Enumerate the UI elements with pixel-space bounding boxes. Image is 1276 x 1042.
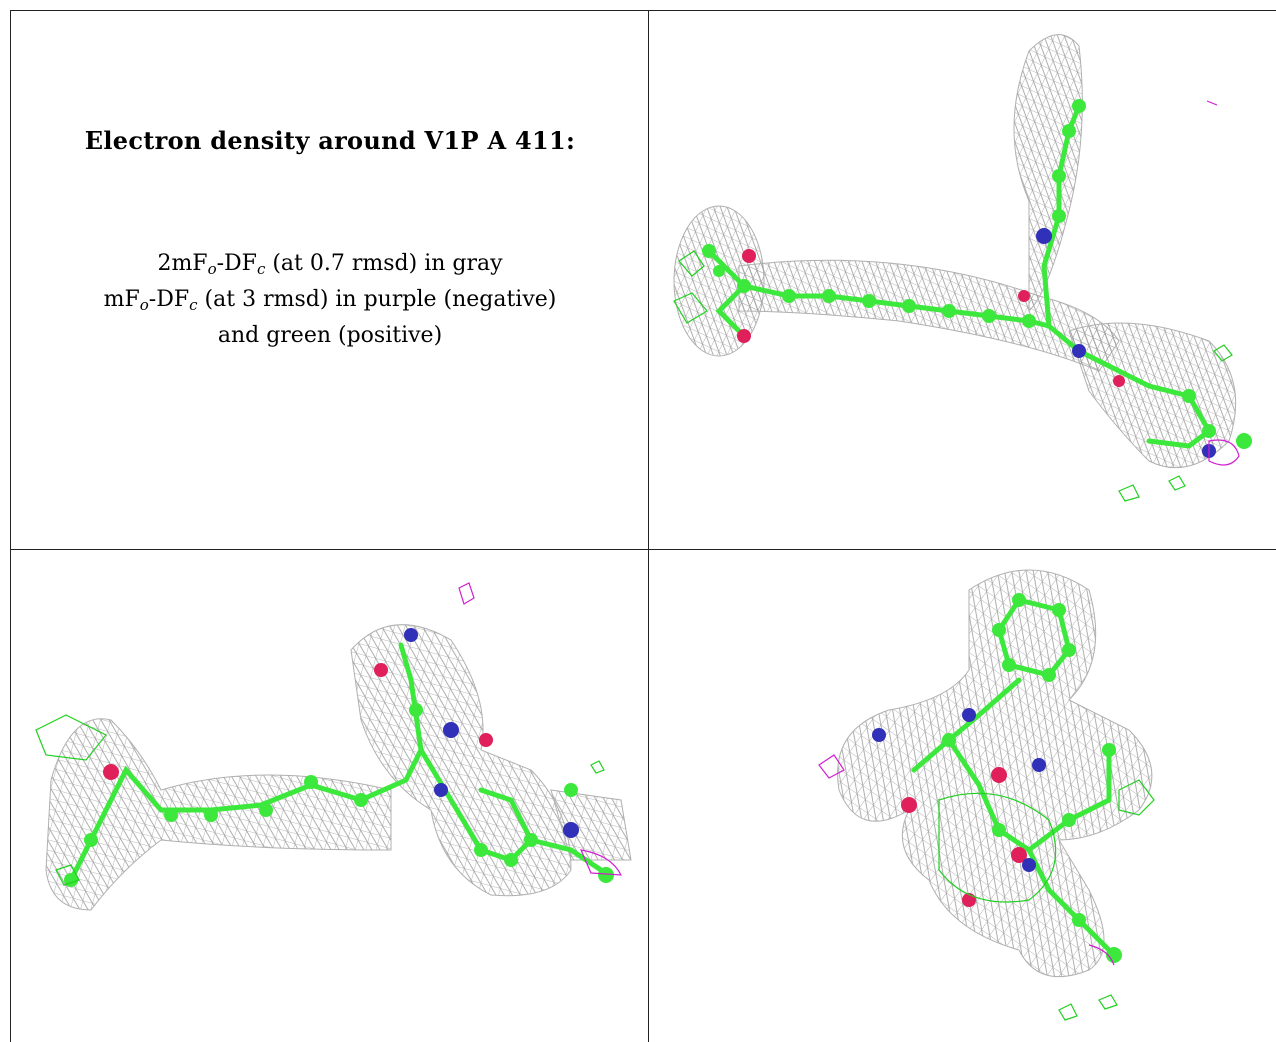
gray-mesh	[673, 34, 1237, 469]
atoms	[872, 593, 1122, 963]
table-middle-vertical	[648, 10, 649, 1042]
density-view-1	[649, 11, 1276, 549]
density-legend: 2mFo-DFc (at 0.7 rmsd) in gray mFo-DFc (…	[11, 246, 648, 354]
density-image-1	[673, 34, 1252, 502]
difference-density	[35, 582, 623, 886]
difference-density	[818, 754, 1155, 1021]
density-image-3	[818, 569, 1155, 1021]
density-view-2	[11, 550, 648, 1042]
difference-density	[673, 100, 1240, 502]
caption: Electron density around V1P A 411: 2mFo-…	[11, 11, 648, 549]
gray-mesh	[45, 624, 632, 911]
legend-line-2fo: 2mFo-DFc (at 0.7 rmsd) in gray	[157, 251, 503, 278]
table-left-border	[10, 10, 11, 1042]
density-view-3	[649, 550, 1276, 1042]
table-top-border	[10, 10, 1276, 11]
atoms	[64, 628, 614, 887]
legend-line-colors: and green (positive)	[217, 323, 443, 348]
legend-line-fo: mFo-DFc (at 3 rmsd) in purple (negative)	[103, 287, 557, 314]
ligand-sticks	[706, 103, 1213, 449]
density-image-2	[35, 582, 632, 911]
caption-cell: Electron density around V1P A 411: 2mFo-…	[11, 11, 648, 549]
caption-title: Electron density around V1P A 411:	[84, 126, 576, 155]
table-middle-horizontal	[10, 549, 1276, 550]
